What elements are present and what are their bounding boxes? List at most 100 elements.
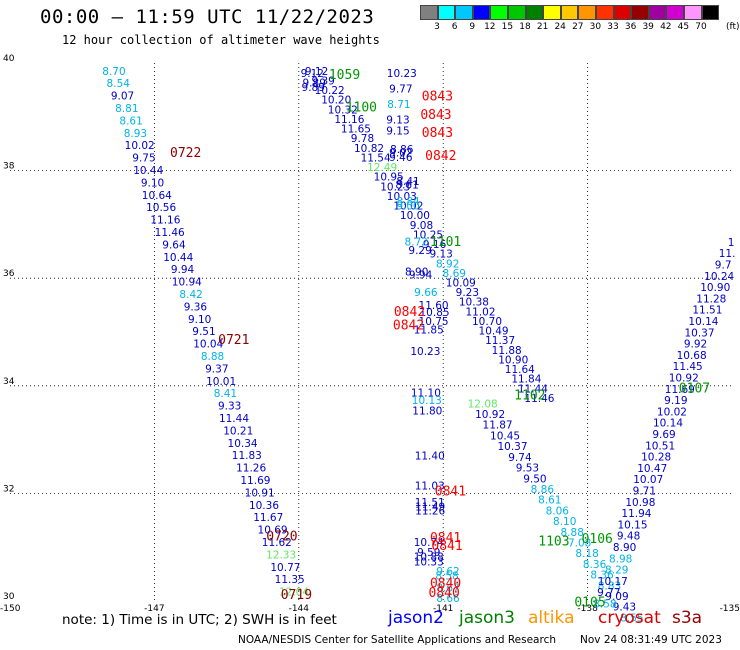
legend-swatch	[455, 5, 473, 20]
wave-height-value: 11.85	[414, 325, 444, 337]
legend-label: 18	[519, 22, 531, 32]
wave-height-value: 9.43	[613, 602, 636, 614]
wave-height-value: 10.23	[380, 181, 410, 193]
wave-height-value: 9.10	[188, 314, 211, 326]
wave-height-value: 10.74	[414, 537, 444, 549]
pass-time-label: 0843	[422, 90, 453, 105]
wave-height-value: 11.16	[334, 114, 364, 126]
pass-time-label: 0842	[393, 318, 424, 333]
wave-height-value: 11.28	[696, 293, 726, 305]
pass-time-label: 1101	[430, 235, 461, 250]
wave-height-value: 9.71	[633, 485, 656, 497]
wave-height-value: 9.13	[429, 249, 452, 261]
satellite-label-s3a: s3a	[672, 608, 703, 628]
wave-height-value: 9.08	[410, 220, 433, 232]
wave-height-value: 10.32	[328, 104, 358, 116]
wave-height-value: 8.10	[553, 516, 576, 528]
wave-height-value: 9.48	[617, 531, 640, 543]
wave-height-value: 8.86	[390, 144, 414, 156]
pass-time-label: 0719	[281, 588, 312, 603]
wave-height-value: 8.18	[575, 548, 598, 560]
pass-time-label: 0721	[218, 333, 249, 348]
wave-height-value: 10.37	[684, 327, 714, 339]
wave-height-value: 11.16	[150, 215, 180, 227]
wave-height-value: 11.37	[485, 335, 515, 347]
credit-line: NOAA/NESDIS Center for Satellite Applica…	[238, 634, 556, 646]
pass-time-label: 1059	[329, 68, 360, 83]
wave-height-value: 8.36	[583, 559, 607, 571]
wave-height-value: 10.56	[146, 202, 176, 214]
wave-height-value: 10.85	[420, 307, 450, 319]
wave-height-value: 11.62	[262, 537, 292, 549]
wave-height-value: 10.75	[419, 316, 449, 328]
wave-height-value: 9.89	[303, 78, 326, 90]
wave-height-value: 10.21	[223, 425, 253, 437]
wave-height-value: 10.07	[633, 474, 663, 486]
wave-height-value: 9.15	[386, 126, 409, 138]
wave-height-value: 9.13	[386, 114, 409, 126]
wave-height-value: 9.69	[652, 429, 675, 441]
wave-height-value: 9.59	[417, 547, 440, 559]
wave-height-value: 8.54	[107, 78, 131, 90]
wave-height-value: 10.34	[228, 438, 258, 450]
wave-height-value: 10.49	[479, 326, 509, 338]
x-tick-label: -141	[433, 604, 453, 614]
legend-label: 3	[434, 22, 440, 32]
wave-height-value: 8.72	[405, 236, 428, 248]
legend-swatch	[684, 5, 702, 20]
wave-height-value: 10.44	[133, 165, 163, 177]
legend-swatch	[437, 5, 456, 20]
wave-height-value: 8.83	[598, 580, 621, 592]
legend-label: 6	[451, 22, 458, 32]
wave-height-value: 9.23	[456, 287, 479, 299]
wave-height-value: 8.70	[102, 66, 125, 78]
wave-height-value: 10.94	[172, 277, 202, 289]
wave-height-value: 9.89	[302, 82, 325, 94]
legend-unit: (ft)	[726, 22, 740, 32]
legend-label: 33	[607, 22, 619, 32]
wave-height-value: 9.92	[684, 339, 707, 351]
wave-height-value: 8.55	[620, 612, 643, 624]
wave-height-value: 10.24	[704, 271, 734, 283]
legend-label: 45	[677, 22, 690, 32]
legend-label: 9	[469, 22, 476, 32]
y-tick-label: 38	[3, 162, 15, 172]
pass-time-label: 0841	[431, 539, 462, 554]
legend-label: 30	[589, 22, 602, 32]
wave-height-value: 11.35	[275, 574, 305, 586]
wave-height-value: 9.77	[389, 84, 412, 96]
pass-time-label: 0843	[422, 126, 453, 141]
wave-height-value: 10.92	[475, 409, 505, 421]
legend-swatch	[666, 5, 684, 20]
wave-height-value: 11.	[719, 248, 736, 260]
wave-height-value: 12.33	[266, 549, 296, 561]
legend-swatch	[420, 5, 438, 20]
wave-height-value: 11.26	[236, 463, 266, 475]
wave-height-value: 8.41	[214, 388, 237, 400]
wave-height-value: 8.98	[609, 553, 632, 565]
x-tick-label: -147	[144, 604, 164, 614]
pass-time-label: 0722	[170, 146, 201, 161]
wave-height-value: 8.88	[201, 351, 224, 363]
pass-time-label: 0107	[679, 381, 710, 396]
wave-height-value: 8.61	[395, 179, 418, 191]
wave-height-value: 8.42	[179, 289, 202, 301]
legend-swatch	[596, 5, 614, 20]
wave-height-value: 10.91	[245, 487, 275, 499]
wave-height-value: 12.49	[367, 162, 397, 174]
wave-height-value: 11.26	[415, 505, 445, 517]
wave-height-value: 10.69	[258, 525, 288, 537]
wave-height-value: 10.22	[315, 85, 345, 97]
wave-height-value: 8.58	[593, 598, 616, 610]
pass-time-label: 1103	[538, 535, 569, 550]
pass-time-label: 0841	[435, 485, 466, 500]
wave-height-value: 10.92	[669, 372, 699, 384]
wave-height-value: 10.90	[498, 354, 528, 366]
legend-label: 27	[572, 22, 584, 32]
y-tick-label: 32	[3, 484, 14, 494]
wave-height-value: 9.29	[408, 245, 431, 257]
wave-height-value: 11.49	[415, 502, 445, 514]
legend-swatch	[648, 5, 667, 20]
wave-height-value: 11.65	[341, 124, 371, 136]
